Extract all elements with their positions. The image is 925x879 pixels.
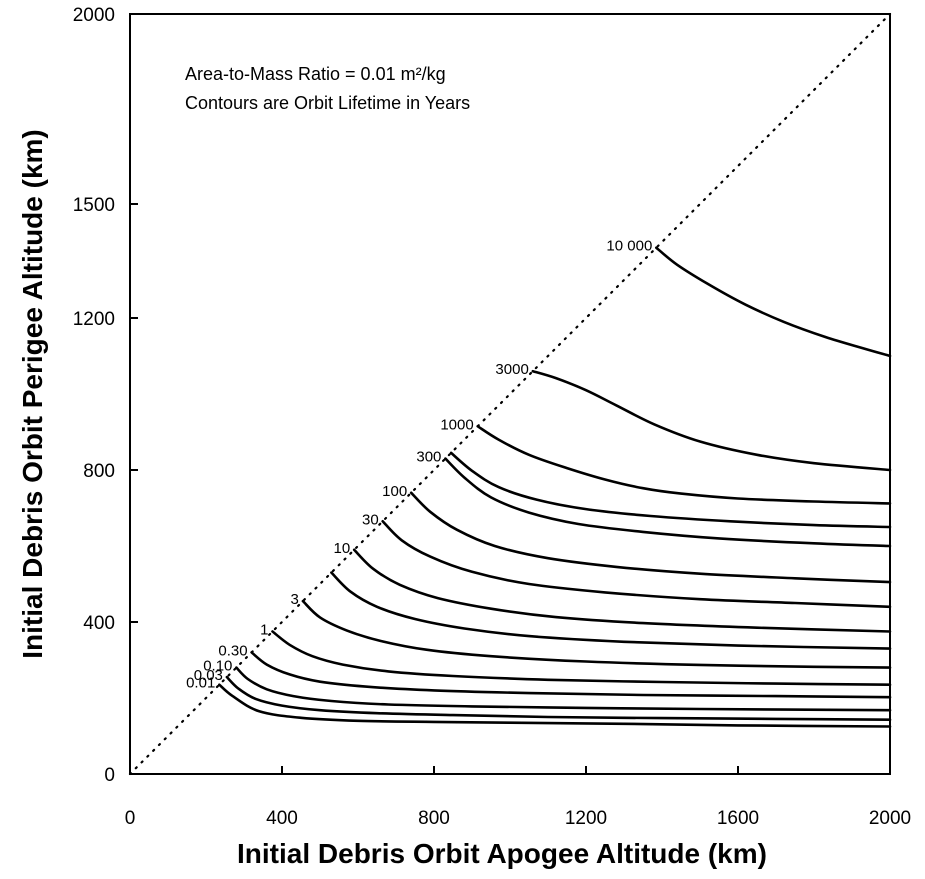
- x-tick-label: 2000: [869, 808, 911, 829]
- y-tick-label: 1500: [73, 195, 115, 216]
- contour-line: [476, 425, 892, 505]
- contour-line: [225, 675, 892, 721]
- contour-label: 1: [260, 622, 268, 639]
- y-tick-label: 2000: [73, 5, 115, 26]
- x-tick-label: 1600: [717, 808, 759, 829]
- contour-label: 0.10: [203, 658, 232, 675]
- x-axis: 0 400 800 1200 1600 2000: [125, 766, 911, 829]
- x-tick-label: 800: [418, 808, 450, 829]
- y-tick-label: 1200: [73, 309, 115, 330]
- contour-label: 300: [416, 449, 441, 466]
- contour-line: [330, 571, 892, 650]
- contour-line: [531, 369, 892, 472]
- contour-line: [409, 491, 892, 584]
- contour-line: [235, 666, 892, 712]
- x-axis-title: Initial Debris Orbit Apogee Altitude (km…: [237, 838, 767, 869]
- contour-label: 3000: [495, 361, 528, 378]
- contour-line: [218, 683, 892, 728]
- contour-label: 1000: [440, 416, 473, 433]
- diagonal-reference-line: [128, 12, 892, 776]
- contour-label: 3: [291, 591, 299, 608]
- annotation-contours: Contours are Orbit Lifetime in Years: [185, 93, 470, 113]
- contour-line: [352, 548, 892, 633]
- y-axis-title: Initial Debris Orbit Perigee Altitude (k…: [17, 129, 48, 659]
- contour-label: 0.01: [186, 675, 215, 692]
- contour-line: [449, 451, 892, 529]
- annotation-area-to-mass: Area-to-Mass Ratio = 0.01 m²/kg: [185, 64, 446, 84]
- contour-line: [250, 651, 892, 699]
- contour-label: 10: [334, 540, 351, 557]
- contour-label: 0.03: [194, 667, 223, 684]
- contour-label: 10 000: [606, 238, 652, 255]
- contour-line: [271, 630, 892, 686]
- x-tick-label: 0: [125, 808, 136, 829]
- contour-line: [655, 246, 892, 358]
- contour-label: 30: [362, 511, 379, 528]
- contour-lines: [218, 246, 892, 728]
- plot-frame: [129, 13, 891, 775]
- x-tick-label: 400: [266, 808, 298, 829]
- y-axis: 0 400 800 1200 1500 2000: [73, 5, 138, 786]
- y-tick-label: 0: [104, 765, 115, 786]
- x-tick-label: 1200: [565, 808, 607, 829]
- contour-line: [381, 520, 892, 609]
- y-tick-label: 800: [83, 461, 115, 482]
- contour-label: 0.30: [218, 642, 247, 659]
- contour-line: [444, 457, 892, 548]
- contour-line: [301, 599, 892, 669]
- y-tick-label: 400: [83, 613, 115, 634]
- contour-label: 100: [382, 483, 407, 500]
